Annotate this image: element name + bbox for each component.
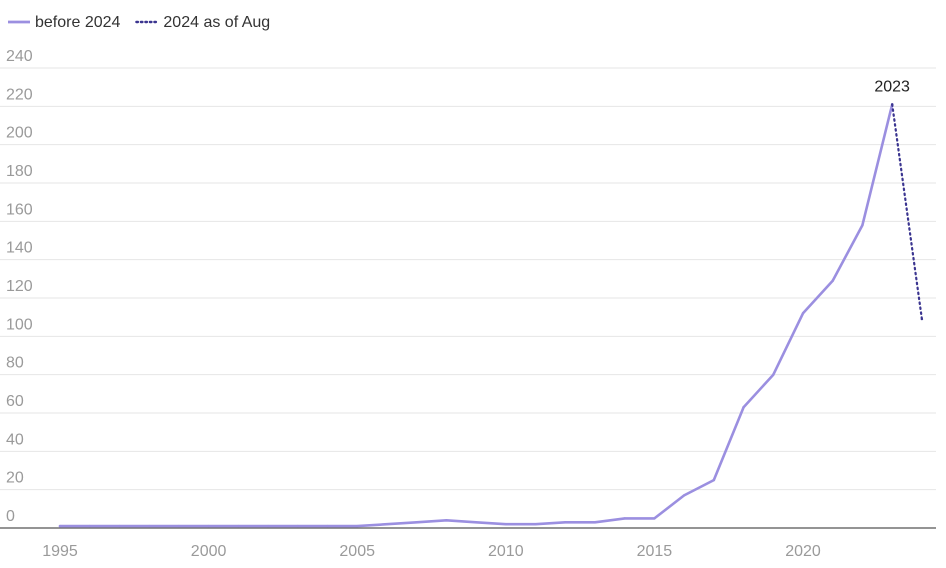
x-tick-label-2015: 2015 bbox=[637, 543, 673, 560]
series-line-1 bbox=[891, 103, 924, 321]
y-tick-label-0: 0 bbox=[6, 508, 15, 525]
series-0-point-13 bbox=[445, 519, 448, 522]
y-tick-label-240: 240 bbox=[6, 48, 33, 65]
x-tick-label-2020: 2020 bbox=[785, 543, 821, 560]
series-0-point-27 bbox=[861, 223, 864, 227]
series-0-point-18 bbox=[593, 521, 597, 524]
series-0-point-23 bbox=[742, 406, 745, 409]
y-tick-label-220: 220 bbox=[6, 86, 33, 103]
series-0-point-17 bbox=[564, 521, 567, 524]
series-0-point-7 bbox=[266, 524, 270, 528]
y-axis-ticks: 0 20 40 60 80 100 120 140 160 180 200 220 240 bbox=[6, 48, 33, 525]
series-0-point-12 bbox=[415, 521, 418, 524]
y-tick-label-60: 60 bbox=[6, 393, 24, 410]
chart-annotations: 2023 bbox=[874, 78, 910, 95]
series-0-point-25 bbox=[801, 312, 805, 315]
chart-series bbox=[58, 103, 924, 528]
series-0-point-14 bbox=[474, 521, 478, 524]
series-0-point-1 bbox=[88, 524, 91, 528]
series-0-point-26 bbox=[831, 279, 834, 282]
y-tick-label-40: 40 bbox=[6, 431, 24, 448]
series-0-point-20 bbox=[653, 517, 656, 520]
series-0-point-2 bbox=[118, 524, 121, 528]
series-1-point-1 bbox=[920, 317, 924, 321]
y-tick-label-120: 120 bbox=[6, 278, 33, 295]
x-tick-label-1995: 1995 bbox=[42, 543, 78, 560]
series-0-point-21 bbox=[682, 494, 686, 497]
chart-grid bbox=[0, 67, 936, 529]
series-0-point-15 bbox=[504, 522, 507, 526]
series-0-point-22 bbox=[712, 478, 716, 482]
y-tick-label-140: 140 bbox=[6, 240, 33, 257]
chart-legend: before 2024 2024 as of Aug bbox=[8, 14, 270, 31]
y-tick-label-200: 200 bbox=[6, 125, 33, 142]
series-0-point-10 bbox=[356, 524, 359, 528]
x-axis-ticks: 1995 2000 2005 2010 2015 2020 bbox=[42, 543, 821, 560]
series-0-point-24 bbox=[772, 373, 775, 376]
y-tick-label-80: 80 bbox=[6, 355, 24, 372]
annotation-label-0: 2023 bbox=[874, 78, 910, 95]
y-tick-label-180: 180 bbox=[6, 163, 33, 180]
series-0-point-5 bbox=[207, 524, 210, 528]
series-0-point-16 bbox=[534, 522, 537, 526]
x-tick-label-2010: 2010 bbox=[488, 543, 524, 560]
x-tick-label-2000: 2000 bbox=[191, 543, 227, 560]
series-line-0 bbox=[58, 103, 894, 528]
series-0-point-4 bbox=[177, 524, 181, 528]
series-0-point-8 bbox=[296, 524, 299, 528]
series-0-point-3 bbox=[147, 524, 151, 528]
legend-label-0: before 2024 bbox=[35, 14, 121, 31]
series-0-point-0 bbox=[58, 524, 62, 528]
y-tick-label-160: 160 bbox=[6, 201, 33, 218]
series-1-point-0 bbox=[890, 103, 894, 106]
y-tick-label-100: 100 bbox=[6, 316, 33, 333]
series-0-point-6 bbox=[237, 524, 240, 528]
x-tick-label-2005: 2005 bbox=[339, 543, 375, 560]
series-0-point-9 bbox=[326, 524, 329, 528]
series-0-point-19 bbox=[623, 517, 626, 520]
series-0-point-11 bbox=[385, 522, 389, 526]
legend-label-1: 2024 as of Aug bbox=[163, 14, 270, 31]
y-tick-label-20: 20 bbox=[6, 470, 24, 487]
